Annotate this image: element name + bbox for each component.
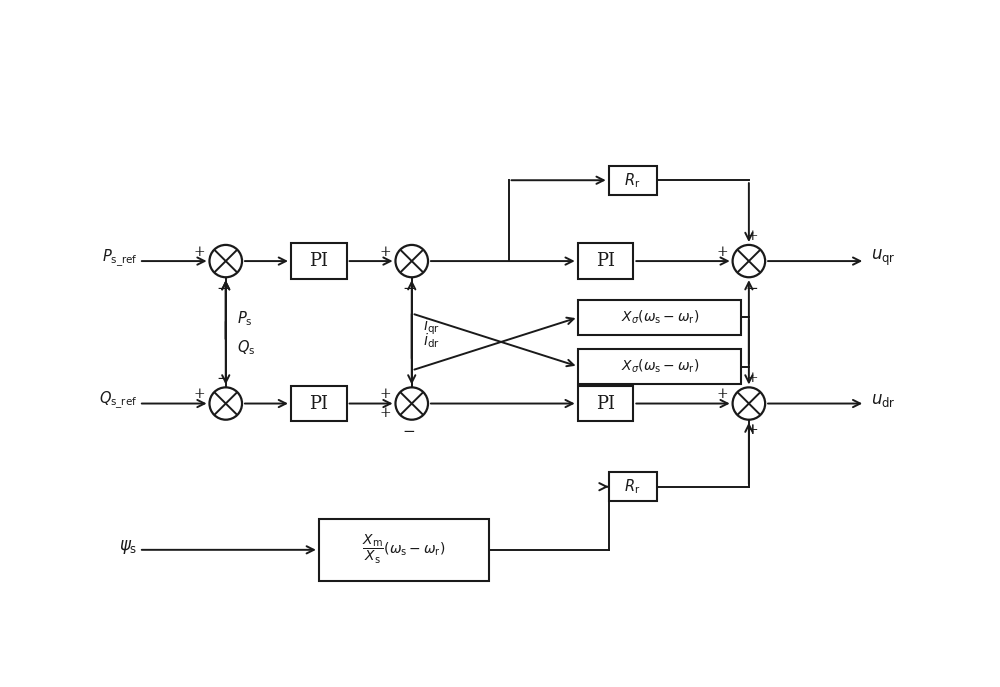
Bar	[578, 300, 741, 335]
Text: $\psi_{\rm s}$: $\psi_{\rm s}$	[119, 538, 137, 556]
Text: $\dfrac{X_{\rm m}}{X_{\rm s}}(\omega_{\rm s}-\omega_{\rm r})$: $\dfrac{X_{\rm m}}{X_{\rm s}}(\omega_{\r…	[362, 533, 446, 566]
Text: $-$: $-$	[402, 280, 415, 294]
Bar	[578, 386, 633, 421]
Text: +: +	[717, 387, 728, 401]
Circle shape	[733, 245, 765, 278]
Bar	[578, 243, 633, 279]
Text: +: +	[746, 423, 758, 437]
Text: $i_{\rm dr}$: $i_{\rm dr}$	[423, 331, 439, 350]
Circle shape	[395, 245, 428, 278]
Bar	[319, 519, 489, 581]
Text: PI: PI	[596, 252, 615, 270]
Text: $Q_{\rm s}$: $Q_{\rm s}$	[237, 339, 255, 357]
Text: $R_{\rm r}$: $R_{\rm r}$	[624, 171, 641, 190]
Bar	[609, 472, 657, 502]
Text: $-$: $-$	[216, 280, 229, 294]
Text: +: +	[380, 245, 391, 259]
Text: $-$: $-$	[745, 280, 759, 294]
Text: $P_{\rm s\_ref}$: $P_{\rm s\_ref}$	[102, 247, 137, 269]
Text: $u_{\rm qr}$: $u_{\rm qr}$	[871, 248, 896, 268]
Bar	[291, 243, 347, 279]
Bar	[578, 349, 741, 384]
Circle shape	[209, 387, 242, 420]
Bar	[291, 386, 347, 421]
Text: $Q_{\rm s\_ref}$: $Q_{\rm s\_ref}$	[99, 390, 137, 411]
Text: $X_{\sigma}(\omega_{\rm s}-\omega_{\rm r})$: $X_{\sigma}(\omega_{\rm s}-\omega_{\rm r…	[621, 358, 699, 375]
Text: PI: PI	[309, 252, 328, 270]
Text: $i_{\rm qr}$: $i_{\rm qr}$	[423, 316, 439, 337]
Text: +: +	[746, 229, 758, 243]
Text: $u_{\rm dr}$: $u_{\rm dr}$	[871, 392, 896, 409]
Text: +: +	[194, 387, 205, 401]
Text: +: +	[194, 245, 205, 259]
Text: +: +	[717, 245, 728, 259]
Circle shape	[395, 387, 428, 420]
Text: $-$: $-$	[216, 370, 229, 384]
Text: $-$: $-$	[402, 423, 415, 437]
Circle shape	[209, 245, 242, 278]
Bar	[609, 166, 657, 195]
Text: $R_{\rm r}$: $R_{\rm r}$	[624, 477, 641, 496]
Text: $P_{\rm s}$: $P_{\rm s}$	[237, 309, 252, 328]
Text: +: +	[380, 387, 391, 401]
Text: PI: PI	[309, 394, 328, 412]
Text: +: +	[380, 406, 391, 420]
Text: +: +	[746, 371, 758, 385]
Circle shape	[733, 387, 765, 420]
Text: $X_{\sigma}(\omega_{\rm s}-\omega_{\rm r})$: $X_{\sigma}(\omega_{\rm s}-\omega_{\rm r…	[621, 308, 699, 326]
Text: +: +	[746, 423, 758, 437]
Text: PI: PI	[596, 394, 615, 412]
